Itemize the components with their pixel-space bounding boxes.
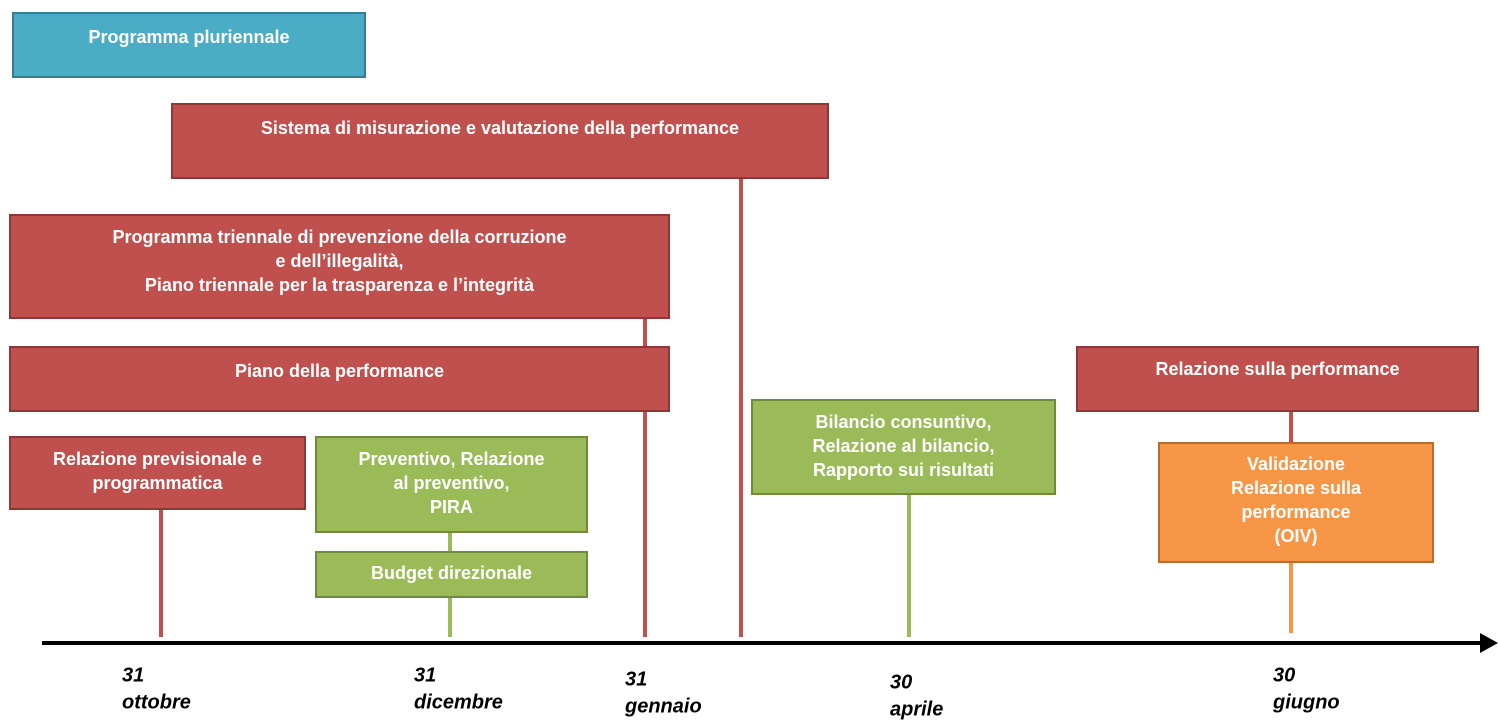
box-rect	[9, 214, 670, 319]
box: Sistema di misurazione e valutazione del…	[171, 103, 829, 179]
box-rect	[1076, 346, 1479, 412]
date-day: 31	[122, 664, 144, 686]
box-text: al preventivo,	[393, 473, 509, 493]
box-text: PIRA	[430, 497, 473, 517]
box: Programma pluriennale	[12, 12, 366, 78]
date-month: giugno	[1272, 691, 1340, 713]
box-text: Bilancio consuntivo,	[815, 412, 991, 432]
box-text: Budget direzionale	[371, 563, 532, 583]
box-text: performance	[1241, 502, 1350, 522]
axis-arrow	[1480, 633, 1498, 653]
box: Relazione sulla performance	[1076, 346, 1479, 412]
box-text: Programma pluriennale	[88, 27, 289, 47]
box-rect	[1158, 442, 1434, 563]
box-rect	[9, 436, 306, 510]
date-month: ottobre	[122, 691, 191, 713]
boxes: Programma pluriennale Sistema di misurazi…	[9, 12, 1479, 598]
box-text: Relazione sulla performance	[1155, 359, 1399, 379]
box-rect	[171, 103, 829, 179]
date-day: 31	[625, 668, 647, 690]
date-day: 30	[890, 671, 912, 693]
box-text: Relazione al bilancio,	[812, 436, 994, 456]
box-text: Relazione previsionale e	[53, 449, 262, 469]
box-rect	[9, 346, 670, 412]
box-rect	[12, 12, 366, 78]
box-text: (OIV)	[1275, 526, 1318, 546]
box: Validazione Relazione sulla performance (OI…	[1158, 442, 1434, 563]
box-rect	[751, 399, 1056, 495]
box-text: programmatica	[92, 473, 223, 493]
date-day: 30	[1273, 664, 1295, 686]
date-month: dicembre	[414, 691, 503, 713]
box: Budget direzionale	[315, 551, 588, 598]
box-text: Piano triennale per la trasparenza e l’i…	[145, 275, 535, 295]
box: Programma triennale di prevenzione della…	[9, 214, 670, 319]
box-text: Relazione sulla	[1231, 478, 1362, 498]
axis	[42, 633, 1498, 653]
box-text: Sistema di misurazione e valutazione del…	[261, 118, 739, 138]
dates: 31 ottobre 31 dicembre 31 gennaio 30 aprile 30 gi…	[122, 664, 1340, 720]
date-month: gennaio	[624, 695, 702, 717]
box-text: Piano della performance	[235, 361, 444, 381]
box-rect	[315, 551, 588, 598]
box-rect	[315, 436, 588, 533]
date-day: 31	[414, 664, 436, 686]
box: Preventivo, Relazione al preventivo, PIRA	[315, 436, 588, 533]
box: Piano della performance	[9, 346, 670, 412]
date-month: aprile	[890, 698, 943, 720]
box-text: Preventivo, Relazione	[358, 449, 544, 469]
box-text: Programma triennale di prevenzione della…	[112, 227, 566, 247]
box-text: Rapporto sui risultati	[813, 460, 994, 480]
box: Relazione previsionale e programmatica	[9, 436, 306, 510]
box-text: e dell’illegalità,	[275, 251, 403, 271]
box: Bilancio consuntivo, Relazione al bilanci…	[751, 399, 1056, 495]
box-text: Validazione	[1247, 454, 1345, 474]
